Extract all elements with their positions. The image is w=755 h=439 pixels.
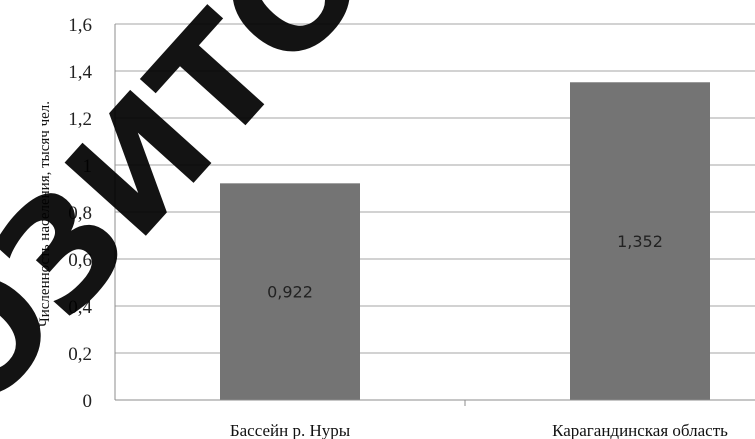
data-labels-group: 0,922 1,352	[267, 232, 663, 302]
y-tick-label: 0	[83, 391, 93, 412]
y-tick-label: 0,4	[68, 297, 92, 318]
y-tick-label: 1,4	[68, 62, 92, 83]
x-category-label: Карагандинская область	[552, 421, 728, 439]
x-category-labels: Бассейн р. Нуры Карагандинская область	[230, 421, 728, 439]
y-tick-labels: 0 0,2 0,4 0,6 0,8 1 1,2 1,4 1,6	[68, 15, 92, 412]
y-tick-label: 0,2	[68, 344, 92, 365]
x-category-label: Бассейн р. Нуры	[230, 421, 351, 439]
y-tick-label: 1,2	[68, 109, 92, 130]
bar-data-label: 0,922	[267, 283, 313, 302]
bar	[570, 82, 710, 400]
y-tick-label: 0,6	[68, 250, 92, 271]
axes	[114, 24, 755, 406]
y-tick-label: 1	[83, 156, 93, 177]
y-axis-label: Численность населения, тысяч чел.	[37, 101, 53, 327]
bar	[220, 183, 360, 400]
bars-group	[220, 82, 710, 400]
y-tick-label: 1,6	[68, 15, 92, 36]
y-tick-label: 0,8	[68, 203, 92, 224]
bar-data-label: 1,352	[617, 232, 663, 251]
